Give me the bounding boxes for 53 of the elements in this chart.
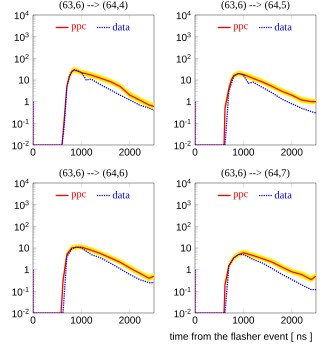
chart-title: (63,6) --> (64,5)	[222, 0, 290, 10]
x-axis-title: time from the flasher event [ ns ]	[170, 332, 312, 342]
y-tick-label: 10$^{3}$	[176, 32, 191, 41]
x-tick-label: 1000	[71, 316, 92, 324]
y-tick-label: 10$^{2}$	[14, 222, 29, 231]
y-tick-label: 10$^{4}$	[176, 178, 191, 188]
chart-title: (63,6) --> (64,6)	[60, 168, 128, 178]
legend-label: data	[274, 23, 292, 30]
y-tick-label: 10$^{-1}$	[174, 287, 191, 296]
x-tick-label: 2000	[119, 148, 141, 156]
legend-label: data	[274, 191, 292, 198]
x-tick-label: 1000	[233, 316, 254, 324]
y-tick-label: 10$^{-2}$	[174, 308, 191, 318]
chart-title: (63,6) --> (64,7)	[222, 168, 290, 178]
y-tick-label: 10$^{3}$	[14, 200, 29, 209]
y-tick-label: 10$^{-1}$	[12, 287, 29, 296]
y-tick-label: 1	[24, 266, 29, 274]
x-tick-label: 1000	[71, 148, 92, 156]
legend-label: ppc	[233, 24, 248, 32]
x-tick-label: 2000	[119, 316, 141, 324]
y-tick-label: 10	[181, 244, 192, 252]
y-tick-label: 10$^{2}$	[176, 222, 191, 231]
x-tick-label: 0	[192, 148, 198, 156]
legend-label: ppc	[71, 24, 86, 32]
chart-title: (63,6) --> (64,4)	[60, 0, 128, 10]
x-tick-label: 0	[192, 316, 198, 324]
legend-label: ppc	[233, 192, 248, 200]
y-tick-label: 1	[24, 98, 29, 106]
x-tick-label: 1000	[233, 148, 254, 156]
y-tick-label: 1	[186, 98, 191, 106]
x-tick-label: 2000	[281, 148, 303, 156]
y-tick-label: 10$^{4}$	[176, 10, 191, 20]
y-tick-label: 10$^{-2}$	[12, 140, 29, 150]
y-tick-label: 10	[19, 76, 30, 84]
x-tick-label: 0	[30, 148, 36, 156]
x-tick-label: 0	[30, 316, 36, 324]
x-tick-label: 2000	[281, 316, 303, 324]
y-tick-label: 10$^{2}$	[14, 54, 29, 63]
y-tick-label: 10$^{2}$	[176, 54, 191, 63]
y-tick-label: 10	[19, 244, 30, 252]
y-tick-label: 10$^{-2}$	[12, 308, 29, 318]
y-tick-label: 10$^{4}$	[14, 10, 29, 20]
y-tick-label: 10$^{-1}$	[12, 119, 29, 128]
y-tick-label: 10$^{3}$	[176, 200, 191, 209]
legend-label: ppc	[71, 192, 86, 200]
y-tick-label: 10	[181, 76, 192, 84]
y-tick-label: 10$^{-1}$	[174, 119, 191, 128]
y-tick-label: 10$^{4}$	[14, 178, 29, 188]
y-tick-label: 10$^{3}$	[14, 32, 29, 41]
y-tick-label: 1	[186, 266, 191, 274]
legend-label: data	[112, 23, 130, 30]
y-tick-label: 10$^{-2}$	[174, 140, 191, 150]
legend-label: data	[112, 191, 130, 198]
